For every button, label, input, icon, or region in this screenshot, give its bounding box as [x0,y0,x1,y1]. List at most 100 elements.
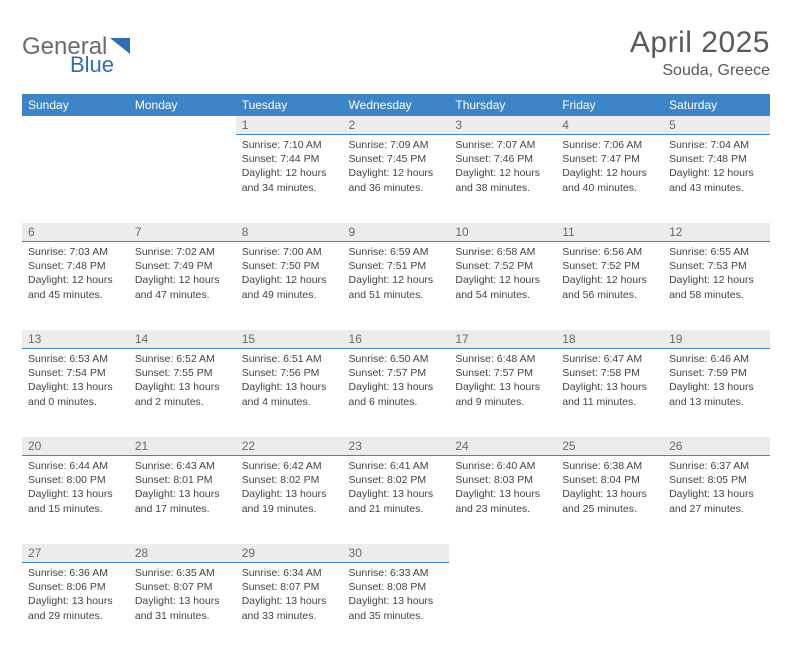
day-number: 25 [556,437,663,456]
sunrise-line: Sunrise: 6:51 AM [242,352,337,366]
daylight-line-1: Daylight: 12 hours [135,273,230,287]
day-cell: Sunrise: 6:38 AMSunset: 8:04 PMDaylight:… [556,456,663,522]
sunrise-line: Sunrise: 7:04 AM [669,138,764,152]
daylight-line-1: Daylight: 12 hours [669,166,764,180]
calendar-body-row: Sunrise: 6:53 AMSunset: 7:54 PMDaylight:… [22,349,770,437]
sunrise-line: Sunrise: 6:56 AM [562,245,657,259]
daylight-line-1: Daylight: 12 hours [349,273,444,287]
day-number: 5 [663,116,770,135]
daylight-line-2: and 21 minutes. [349,502,444,516]
calendar-body-row: Sunrise: 6:36 AMSunset: 8:06 PMDaylight:… [22,563,770,651]
day-cell: Sunrise: 6:55 AMSunset: 7:53 PMDaylight:… [663,242,770,308]
sunset-line: Sunset: 8:08 PM [349,580,444,594]
calendar-daynum-row: 6789101112 [22,223,770,242]
sunrise-line: Sunrise: 6:59 AM [349,245,444,259]
sunset-line: Sunset: 7:55 PM [135,366,230,380]
daylight-line-2: and 19 minutes. [242,502,337,516]
day-cell: Sunrise: 6:40 AMSunset: 8:03 PMDaylight:… [449,456,556,522]
day-number: 11 [556,223,663,242]
sunset-line: Sunset: 8:02 PM [242,473,337,487]
sunrise-line: Sunrise: 6:34 AM [242,566,337,580]
sunset-line: Sunset: 8:02 PM [349,473,444,487]
calendar-daynum-row: 12345 [22,116,770,135]
daylight-line-2: and 33 minutes. [242,609,337,623]
sunrise-line: Sunrise: 6:46 AM [669,352,764,366]
sunrise-line: Sunrise: 6:37 AM [669,459,764,473]
daylight-line-1: Daylight: 12 hours [669,273,764,287]
day-cell: Sunrise: 6:48 AMSunset: 7:57 PMDaylight:… [449,349,556,415]
day-cell: Sunrise: 6:41 AMSunset: 8:02 PMDaylight:… [343,456,450,522]
daylight-line-1: Daylight: 13 hours [242,594,337,608]
daylight-line-2: and 27 minutes. [669,502,764,516]
daylight-line-1: Daylight: 13 hours [562,487,657,501]
sunset-line: Sunset: 7:51 PM [349,259,444,273]
sunset-line: Sunset: 7:48 PM [28,259,123,273]
sunrise-line: Sunrise: 7:02 AM [135,245,230,259]
weekday-header: Monday [129,94,236,116]
sunrise-line: Sunrise: 7:09 AM [349,138,444,152]
sunrise-line: Sunrise: 6:33 AM [349,566,444,580]
daylight-line-2: and 43 minutes. [669,181,764,195]
sunset-line: Sunset: 8:00 PM [28,473,123,487]
sunset-line: Sunset: 7:47 PM [562,152,657,166]
sunset-line: Sunset: 7:46 PM [455,152,550,166]
sunset-line: Sunset: 7:52 PM [562,259,657,273]
sunrise-line: Sunrise: 6:50 AM [349,352,444,366]
daylight-line-2: and 13 minutes. [669,395,764,409]
day-cell: Sunrise: 7:06 AMSunset: 7:47 PMDaylight:… [556,135,663,201]
daylight-line-1: Daylight: 12 hours [562,273,657,287]
daylight-line-2: and 49 minutes. [242,288,337,302]
day-cell: Sunrise: 7:03 AMSunset: 7:48 PMDaylight:… [22,242,129,308]
day-cell: Sunrise: 6:43 AMSunset: 8:01 PMDaylight:… [129,456,236,522]
calendar-body-row: Sunrise: 7:03 AMSunset: 7:48 PMDaylight:… [22,242,770,330]
sunset-line: Sunset: 7:44 PM [242,152,337,166]
day-cell: Sunrise: 7:04 AMSunset: 7:48 PMDaylight:… [663,135,770,201]
sunrise-line: Sunrise: 6:44 AM [28,459,123,473]
day-cell: Sunrise: 6:46 AMSunset: 7:59 PMDaylight:… [663,349,770,415]
day-number: 27 [22,544,129,563]
daylight-line-1: Daylight: 13 hours [135,380,230,394]
sunrise-line: Sunrise: 6:58 AM [455,245,550,259]
sunrise-line: Sunrise: 6:36 AM [28,566,123,580]
day-cell: Sunrise: 6:36 AMSunset: 8:06 PMDaylight:… [22,563,129,629]
weekday-header: Sunday [22,94,129,116]
day-number: 2 [343,116,450,135]
daylight-line-1: Daylight: 12 hours [455,166,550,180]
sunset-line: Sunset: 8:04 PM [562,473,657,487]
daylight-line-2: and 11 minutes. [562,395,657,409]
sunrise-line: Sunrise: 6:43 AM [135,459,230,473]
day-number: 9 [343,223,450,242]
day-number: 17 [449,330,556,349]
daylight-line-2: and 15 minutes. [28,502,123,516]
daylight-line-1: Daylight: 13 hours [349,594,444,608]
daylight-line-2: and 23 minutes. [455,502,550,516]
sunrise-line: Sunrise: 6:52 AM [135,352,230,366]
brand-logo: General Blue [22,26,152,74]
daylight-line-2: and 47 minutes. [135,288,230,302]
day-cell: Sunrise: 6:52 AMSunset: 7:55 PMDaylight:… [129,349,236,415]
daylight-line-1: Daylight: 13 hours [242,380,337,394]
daylight-line-2: and 51 minutes. [349,288,444,302]
day-number: 10 [449,223,556,242]
day-cell: Sunrise: 6:34 AMSunset: 8:07 PMDaylight:… [236,563,343,629]
day-cell: Sunrise: 6:37 AMSunset: 8:05 PMDaylight:… [663,456,770,522]
sunset-line: Sunset: 7:49 PM [135,259,230,273]
day-cell: Sunrise: 6:33 AMSunset: 8:08 PMDaylight:… [343,563,450,629]
day-cell: Sunrise: 7:10 AMSunset: 7:44 PMDaylight:… [236,135,343,201]
sunset-line: Sunset: 7:54 PM [28,366,123,380]
day-number: 21 [129,437,236,456]
weekday-header: Saturday [663,94,770,116]
sunrise-line: Sunrise: 6:48 AM [455,352,550,366]
daylight-line-2: and 25 minutes. [562,502,657,516]
daylight-line-1: Daylight: 12 hours [562,166,657,180]
day-cell: Sunrise: 6:56 AMSunset: 7:52 PMDaylight:… [556,242,663,308]
daylight-line-2: and 38 minutes. [455,181,550,195]
daylight-line-1: Daylight: 12 hours [28,273,123,287]
daylight-line-2: and 29 minutes. [28,609,123,623]
weekday-header: Wednesday [343,94,450,116]
day-number: 3 [449,116,556,135]
sunset-line: Sunset: 7:59 PM [669,366,764,380]
daylight-line-2: and 35 minutes. [349,609,444,623]
sunset-line: Sunset: 8:03 PM [455,473,550,487]
sunset-line: Sunset: 8:05 PM [669,473,764,487]
